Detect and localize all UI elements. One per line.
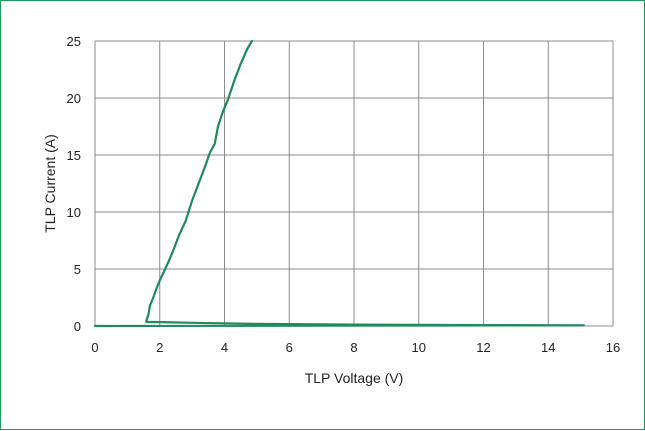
x-tick-label: 16	[606, 340, 620, 355]
x-tick-label: 10	[412, 340, 426, 355]
x-axis-title: TLP Voltage (V)	[305, 370, 404, 386]
y-tick-label: 5	[74, 262, 81, 277]
y-axis-title: TLP Current (A)	[42, 134, 58, 233]
x-tick-label: 6	[286, 340, 293, 355]
x-tick-label: 12	[476, 340, 490, 355]
x-tick-label: 4	[221, 340, 228, 355]
y-tick-label: 0	[74, 319, 81, 334]
y-tick-label: 15	[67, 148, 81, 163]
y-tick-label: 20	[67, 91, 81, 106]
series-line	[93, 39, 585, 328]
x-tick-label: 2	[156, 340, 163, 355]
x-tick-label: 0	[91, 340, 98, 355]
grid-lines	[94, 40, 614, 327]
x-tick-label: 14	[541, 340, 555, 355]
y-tick-label: 10	[67, 205, 81, 220]
series-group	[93, 39, 585, 328]
y-tick-label: 25	[67, 34, 81, 49]
x-tick-label: 8	[350, 340, 357, 355]
x-tick-labels: 0 2 4 6 8 10 12 14 16	[91, 340, 620, 355]
y-tick-labels: 0 5 10 15 20 25	[67, 34, 81, 334]
